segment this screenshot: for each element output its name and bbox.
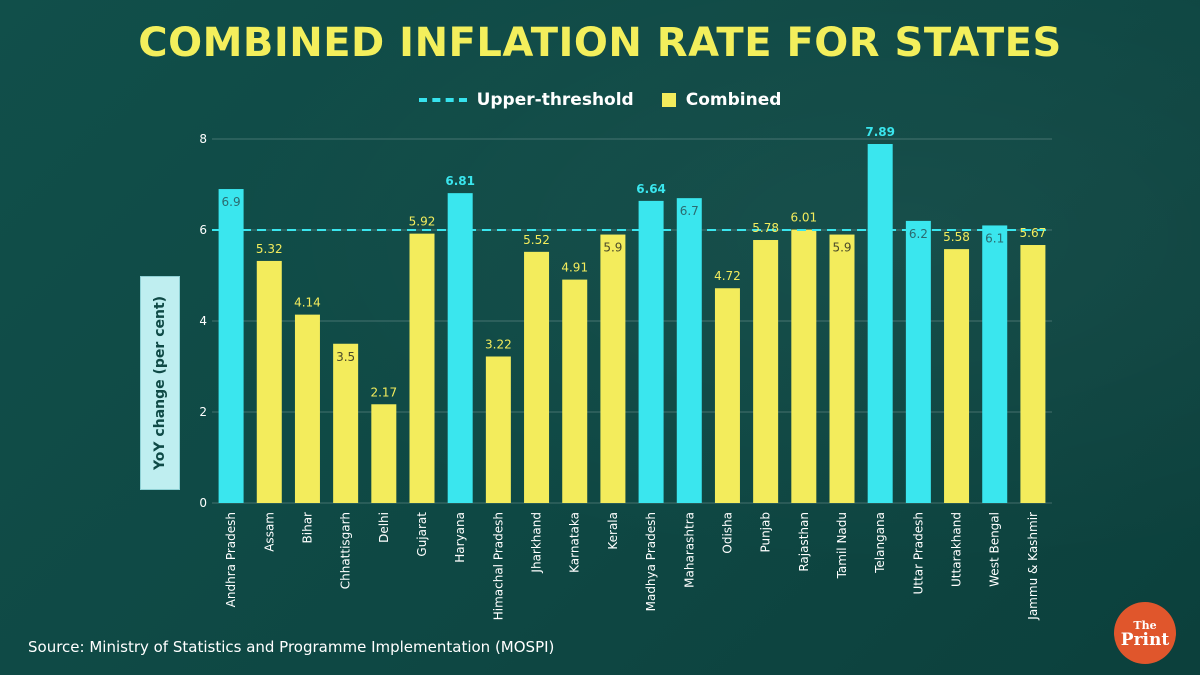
x-tick-label: Gujarat — [415, 512, 429, 557]
value-label: 7.89 — [865, 125, 895, 139]
bar — [485, 356, 511, 503]
bar — [447, 193, 473, 503]
value-label: 4.14 — [294, 296, 321, 310]
x-tick-label: Tamil Nadu — [835, 512, 849, 579]
x-tick-label: Jammu & Kashmir — [1026, 512, 1040, 621]
x-tick-label: Delhi — [377, 512, 391, 543]
y-tick-label: 4 — [199, 314, 207, 328]
value-label: 5.58 — [943, 230, 970, 244]
x-tick-label: Uttarakhand — [950, 512, 964, 587]
legend-swatch-icon — [661, 93, 676, 107]
x-tick-label: Bihar — [300, 512, 314, 544]
y-tick-label: 8 — [199, 132, 207, 146]
value-label: 6.9 — [222, 195, 241, 209]
x-tick-label: Karnataka — [568, 512, 582, 573]
value-label: 5.52 — [523, 233, 550, 247]
bar — [409, 233, 435, 503]
value-label: 5.67 — [1020, 226, 1047, 240]
bar — [944, 249, 970, 503]
legend-dash-icon — [418, 98, 467, 102]
y-tick-label: 2 — [199, 405, 207, 419]
bar — [1020, 245, 1046, 503]
bar — [371, 404, 397, 503]
legend-item-combined: Combined — [648, 90, 782, 110]
bar — [791, 229, 817, 504]
logo-print: Print — [1120, 629, 1170, 650]
bar — [753, 240, 779, 503]
value-label: 6.1 — [985, 231, 1004, 245]
bar — [676, 198, 702, 503]
value-label: 5.92 — [409, 215, 436, 229]
value-label: 4.91 — [561, 261, 588, 275]
theprint-logo: The Print — [1114, 602, 1176, 664]
x-tick-label: West Bengal — [988, 512, 1002, 587]
bar — [600, 234, 626, 504]
logo-the: The — [1133, 618, 1157, 632]
value-label: 6.64 — [636, 182, 666, 196]
legend: Upper-threshold Combined — [0, 90, 1200, 110]
legend-threshold-label: Upper-threshold — [476, 90, 634, 110]
x-tick-label: Rajasthan — [797, 512, 811, 572]
x-tick-label: Jharkhand — [530, 512, 544, 574]
x-tick-label: Maharashtra — [682, 512, 696, 588]
value-label: 4.72 — [714, 269, 741, 283]
bar — [638, 200, 664, 503]
y-tick-label: 0 — [199, 496, 207, 510]
bar — [867, 144, 893, 503]
y-axis-label-box: YoY change (per cent) — [140, 276, 180, 490]
x-tick-label: Kerala — [606, 512, 620, 550]
y-tick-label: 6 — [199, 223, 207, 237]
value-label: 6.2 — [909, 227, 928, 241]
value-label: 3.5 — [336, 350, 355, 364]
bar — [714, 288, 740, 503]
chart-title: COMBINED INFLATION RATE FOR STATES — [138, 20, 1062, 66]
x-tick-label: Chhattisgarh — [339, 512, 353, 589]
value-label: 6.81 — [445, 174, 475, 188]
bar — [562, 279, 588, 503]
value-label: 5.9 — [832, 241, 851, 255]
value-label: 6.7 — [680, 204, 699, 218]
x-tick-label: Punjab — [759, 512, 773, 553]
bar — [333, 343, 359, 503]
bar — [524, 251, 550, 503]
value-label: 6.01 — [790, 211, 817, 225]
x-tick-label: Odisha — [720, 512, 734, 554]
x-tick-label: Assam — [262, 512, 276, 552]
x-tick-label: Himachal Pradesh — [491, 512, 505, 620]
value-label: 5.9 — [603, 241, 622, 255]
bar — [294, 314, 320, 503]
bar — [218, 189, 244, 504]
x-tick-label: Madhya Pradesh — [644, 512, 658, 611]
x-tick-label: Telangana — [873, 512, 887, 574]
x-tick-label: Haryana — [453, 512, 467, 563]
bar — [982, 225, 1008, 503]
legend-item-threshold: Upper-threshold — [418, 90, 634, 110]
bar — [905, 220, 931, 503]
legend-combined-label: Combined — [685, 90, 782, 110]
x-tick-label: Andhra Pradesh — [224, 512, 238, 607]
value-label: 5.78 — [752, 221, 779, 235]
bar — [829, 234, 855, 504]
value-label: 5.32 — [256, 242, 283, 256]
value-label: 3.22 — [485, 337, 512, 351]
bar — [256, 260, 282, 503]
value-label: 2.17 — [370, 385, 397, 399]
x-tick-label: Uttar Pradesh — [911, 512, 925, 594]
source-note: Source: Ministry of Statistics and Progr… — [28, 638, 555, 656]
